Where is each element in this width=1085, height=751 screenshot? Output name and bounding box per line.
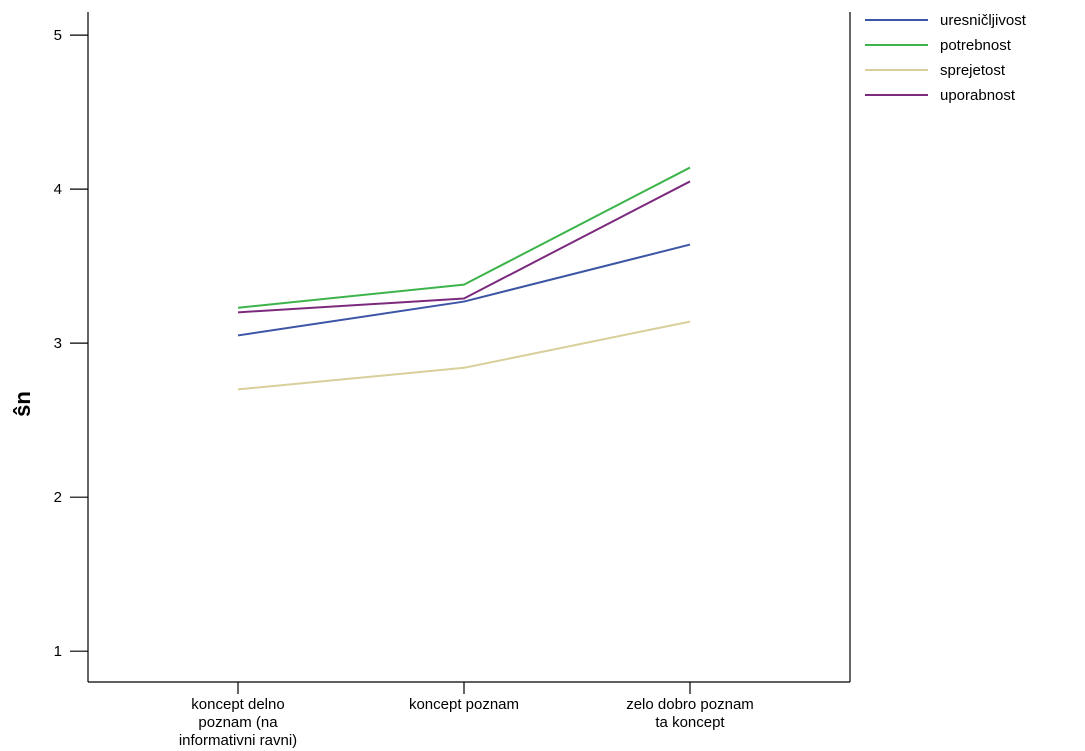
x-tick-label: poznam (na	[198, 714, 278, 731]
series-line-uresničljivost	[237, 243, 691, 337]
series-lines	[237, 166, 691, 391]
legend-label: uresničljivost	[940, 12, 1027, 29]
y-tick-label: 5	[54, 27, 62, 44]
y-tick-label: 2	[54, 489, 62, 506]
y-ticks: 1 2 3 4 5	[54, 27, 88, 660]
series-line-sprejetost	[237, 320, 691, 391]
series-line-uporabnost	[237, 180, 691, 314]
legend-label: sprejetost	[940, 62, 1006, 79]
y-axis-label: ŝn	[10, 391, 35, 417]
x-tick-label: koncept delno	[191, 696, 284, 713]
chart-axes	[87, 12, 851, 683]
x-tick-label: koncept poznam	[409, 696, 519, 713]
legend: uresničljivost potrebnost sprejetost uporab…	[865, 12, 1027, 104]
y-tick-label: 1	[54, 643, 62, 660]
series-line-potrebnost	[237, 166, 691, 309]
x-tick-label: zelo dobro poznam	[626, 696, 754, 713]
y-tick-label: 4	[54, 181, 62, 198]
y-tick-label: 3	[54, 335, 62, 352]
legend-label: potrebnost	[940, 37, 1012, 54]
x-tick-label: informativni ravni)	[179, 732, 297, 749]
legend-label: uporabnost	[940, 87, 1016, 104]
x-tick-label: ta koncept	[655, 714, 725, 731]
